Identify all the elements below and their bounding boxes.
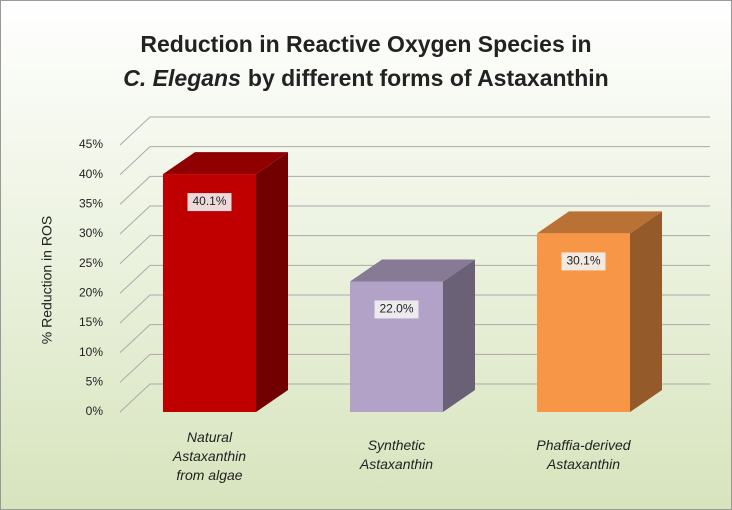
grid-line: [119, 175, 710, 205]
y-tick-label: 15%: [79, 315, 103, 329]
y-tick-label: 5%: [86, 375, 104, 389]
grid-line: [119, 353, 710, 383]
chart-title: Reduction in Reactive Oxygen Species in: [140, 31, 591, 57]
y-tick-label: 25%: [79, 256, 103, 270]
bar-side: [443, 259, 475, 412]
chart-title: C. Elegans by different forms of Astaxant…: [123, 65, 608, 91]
y-tick-label: 20%: [79, 286, 103, 300]
bar: [163, 174, 256, 412]
y-tick-label: 10%: [79, 345, 103, 359]
y-tick-label: 35%: [79, 197, 103, 211]
x-tick-label: Phaffia-derived Astaxanthin: [536, 437, 631, 472]
x-tick-label: Natural Astaxanthin from algae: [172, 429, 246, 483]
bar-top: [163, 152, 288, 175]
grid-line: [119, 324, 710, 354]
grid-line: [119, 116, 710, 146]
grid-line: [119, 205, 710, 235]
grid-line: [119, 235, 710, 265]
y-tick-label: 30%: [79, 226, 103, 240]
x-tick-label: Synthetic Astaxanthin: [359, 437, 433, 472]
title-part: by different forms of Astaxanthin: [248, 65, 609, 91]
x-tick-line: Astaxanthin: [359, 456, 433, 472]
x-tick-line: Astaxanthin: [172, 448, 246, 464]
y-axis-label: % Reduction in ROS: [39, 216, 55, 344]
x-tick-line: from algae: [176, 467, 242, 483]
grid-line: [119, 264, 710, 294]
y-tick-label: 45%: [79, 137, 103, 151]
bar-top: [537, 211, 662, 234]
title-part: C. Elegans: [123, 65, 241, 91]
bar-side: [630, 211, 662, 412]
x-tick-line: Natural: [187, 429, 233, 445]
value-label: 30.1%: [566, 254, 600, 268]
bar-top: [350, 259, 475, 282]
bar-side: [256, 152, 288, 412]
value-label: 22.0%: [379, 302, 413, 316]
grid-line: [119, 146, 710, 176]
grid-line: [119, 294, 710, 324]
y-tick-label: 40%: [79, 167, 103, 181]
value-label: 40.1%: [192, 194, 226, 208]
value-label-box: [374, 300, 419, 319]
value-label-box: [561, 252, 606, 271]
x-tick-line: Synthetic: [368, 437, 426, 453]
grid-line: [119, 383, 710, 413]
x-tick-line: Phaffia-derived: [536, 437, 631, 453]
x-tick-line: Astaxanthin: [546, 456, 620, 472]
value-label-box: [187, 193, 232, 212]
y-tick-label: 0%: [86, 404, 104, 418]
